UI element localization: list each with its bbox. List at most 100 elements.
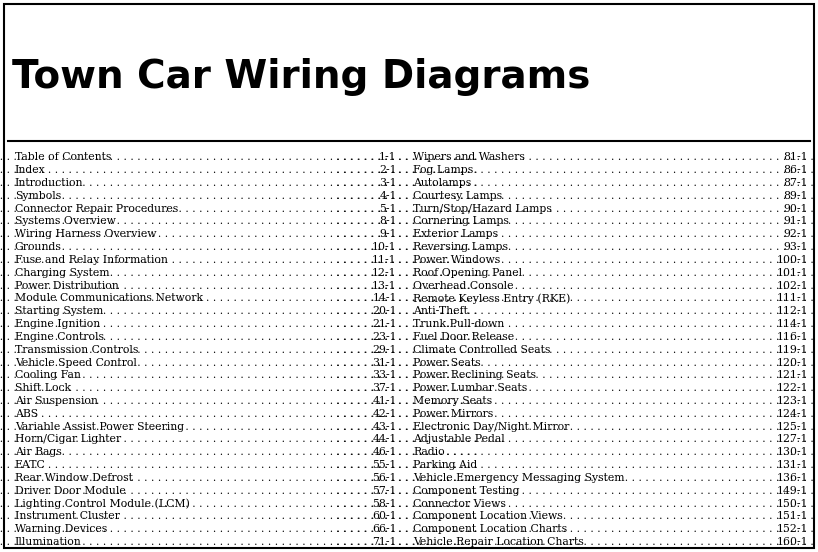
Text: Roof Opening Panel: Roof Opening Panel bbox=[413, 268, 522, 278]
Text: . . . . . . . . . . . . . . . . . . . . . . . . . . . . . . . . . . . . . . . . : . . . . . . . . . . . . . . . . . . . . … bbox=[335, 524, 818, 534]
Text: Charging System: Charging System bbox=[15, 268, 110, 278]
Text: Variable Assist Power Steering: Variable Assist Power Steering bbox=[15, 422, 184, 432]
Text: 31-1: 31-1 bbox=[372, 358, 397, 368]
Text: Power Reclining Seats: Power Reclining Seats bbox=[413, 370, 536, 380]
Text: 3-1: 3-1 bbox=[379, 178, 397, 188]
Text: . . . . . . . . . . . . . . . . . . . . . . . . . . . . . . . . . . . . . . . . : . . . . . . . . . . . . . . . . . . . . … bbox=[0, 229, 481, 239]
Text: 120-1: 120-1 bbox=[776, 358, 808, 368]
Text: Memory Seats: Memory Seats bbox=[413, 396, 492, 406]
Text: Introduction: Introduction bbox=[15, 178, 83, 188]
Text: Rear Window Defrost: Rear Window Defrost bbox=[15, 473, 133, 483]
Text: 13-1: 13-1 bbox=[372, 280, 397, 290]
Text: . . . . . . . . . . . . . . . . . . . . . . . . . . . . . . . . . . . . . . . . : . . . . . . . . . . . . . . . . . . . . … bbox=[335, 294, 818, 304]
Text: . . . . . . . . . . . . . . . . . . . . . . . . . . . . . . . . . . . . . . . . : . . . . . . . . . . . . . . . . . . . . … bbox=[335, 332, 818, 342]
Text: . . . . . . . . . . . . . . . . . . . . . . . . . . . . . . . . . . . . . . . . : . . . . . . . . . . . . . . . . . . . . … bbox=[335, 473, 818, 483]
Text: . . . . . . . . . . . . . . . . . . . . . . . . . . . . . . . . . . . . . . . . : . . . . . . . . . . . . . . . . . . . . … bbox=[0, 486, 481, 496]
Text: 125-1: 125-1 bbox=[776, 422, 808, 432]
Text: 119-1: 119-1 bbox=[776, 344, 808, 355]
Text: Vehicle Speed Control: Vehicle Speed Control bbox=[15, 358, 137, 368]
Text: Turn/Stop/Hazard Lamps: Turn/Stop/Hazard Lamps bbox=[413, 204, 552, 214]
Text: . . . . . . . . . . . . . . . . . . . . . . . . . . . . . . . . . . . . . . . . : . . . . . . . . . . . . . . . . . . . . … bbox=[0, 178, 481, 188]
Text: Fuse and Relay Information: Fuse and Relay Information bbox=[15, 255, 168, 265]
Text: 152-1: 152-1 bbox=[776, 524, 808, 534]
Text: 5-1: 5-1 bbox=[380, 204, 397, 214]
Text: 4-1: 4-1 bbox=[380, 191, 397, 201]
Text: . . . . . . . . . . . . . . . . . . . . . . . . . . . . . . . . . . . . . . . . : . . . . . . . . . . . . . . . . . . . . … bbox=[0, 216, 481, 226]
Text: . . . . . . . . . . . . . . . . . . . . . . . . . . . . . . . . . . . . . . . . : . . . . . . . . . . . . . . . . . . . . … bbox=[0, 191, 481, 201]
Text: 1-1: 1-1 bbox=[379, 152, 397, 162]
Text: 112-1: 112-1 bbox=[776, 306, 808, 316]
Text: . . . . . . . . . . . . . . . . . . . . . . . . . . . . . . . . . . . . . . . . : . . . . . . . . . . . . . . . . . . . . … bbox=[0, 306, 481, 316]
Text: Courtesy Lamps: Courtesy Lamps bbox=[413, 191, 502, 201]
Text: . . . . . . . . . . . . . . . . . . . . . . . . . . . . . . . . . . . . . . . . : . . . . . . . . . . . . . . . . . . . . … bbox=[0, 473, 481, 483]
Text: . . . . . . . . . . . . . . . . . . . . . . . . . . . . . . . . . . . . . . . . : . . . . . . . . . . . . . . . . . . . . … bbox=[335, 229, 818, 239]
Text: Power Windows: Power Windows bbox=[413, 255, 501, 265]
Text: Component Testing: Component Testing bbox=[413, 486, 519, 496]
Text: . . . . . . . . . . . . . . . . . . . . . . . . . . . . . . . . . . . . . . . . : . . . . . . . . . . . . . . . . . . . . … bbox=[335, 537, 818, 547]
Text: Air Suspension: Air Suspension bbox=[15, 396, 97, 406]
Text: 20-1: 20-1 bbox=[372, 306, 397, 316]
Text: 121-1: 121-1 bbox=[776, 370, 808, 380]
Text: . . . . . . . . . . . . . . . . . . . . . . . . . . . . . . . . . . . . . . . . : . . . . . . . . . . . . . . . . . . . . … bbox=[0, 280, 481, 290]
Text: . . . . . . . . . . . . . . . . . . . . . . . . . . . . . . . . . . . . . . . . : . . . . . . . . . . . . . . . . . . . . … bbox=[0, 294, 481, 304]
Text: 131-1: 131-1 bbox=[776, 460, 808, 470]
Text: Wipers and Washers: Wipers and Washers bbox=[413, 152, 525, 162]
Text: . . . . . . . . . . . . . . . . . . . . . . . . . . . . . . . . . . . . . . . . : . . . . . . . . . . . . . . . . . . . . … bbox=[0, 268, 481, 278]
Text: 89-1: 89-1 bbox=[784, 191, 808, 201]
Text: . . . . . . . . . . . . . . . . . . . . . . . . . . . . . . . . . . . . . . . . : . . . . . . . . . . . . . . . . . . . . … bbox=[335, 165, 818, 175]
Text: 11-1: 11-1 bbox=[372, 255, 397, 265]
Text: ABS: ABS bbox=[15, 409, 38, 419]
Text: Power Seats: Power Seats bbox=[413, 358, 481, 368]
Text: 130-1: 130-1 bbox=[776, 447, 808, 457]
Text: 60-1: 60-1 bbox=[372, 511, 397, 522]
Text: . . . . . . . . . . . . . . . . . . . . . . . . . . . . . . . . . . . . . . . . : . . . . . . . . . . . . . . . . . . . . … bbox=[0, 447, 481, 457]
Text: 86-1: 86-1 bbox=[784, 165, 808, 175]
Text: . . . . . . . . . . . . . . . . . . . . . . . . . . . . . . . . . . . . . . . . : . . . . . . . . . . . . . . . . . . . . … bbox=[0, 396, 481, 406]
Text: 91-1: 91-1 bbox=[784, 216, 808, 226]
Text: Fog Lamps: Fog Lamps bbox=[413, 165, 474, 175]
Text: Trunk Pull-down: Trunk Pull-down bbox=[413, 319, 505, 329]
Text: . . . . . . . . . . . . . . . . . . . . . . . . . . . . . . . . . . . . . . . . : . . . . . . . . . . . . . . . . . . . . … bbox=[0, 242, 481, 252]
Text: . . . . . . . . . . . . . . . . . . . . . . . . . . . . . . . . . . . . . . . . : . . . . . . . . . . . . . . . . . . . . … bbox=[335, 511, 818, 522]
Text: Shift Lock: Shift Lock bbox=[15, 383, 71, 393]
Text: Engine Ignition: Engine Ignition bbox=[15, 319, 100, 329]
Text: . . . . . . . . . . . . . . . . . . . . . . . . . . . . . . . . . . . . . . . . : . . . . . . . . . . . . . . . . . . . . … bbox=[335, 204, 818, 214]
Text: 8-1: 8-1 bbox=[379, 216, 397, 226]
Text: EATC: EATC bbox=[15, 460, 46, 470]
Text: 100-1: 100-1 bbox=[776, 255, 808, 265]
Text: 149-1: 149-1 bbox=[777, 486, 808, 496]
Text: . . . . . . . . . . . . . . . . . . . . . . . . . . . . . . . . . . . . . . . . : . . . . . . . . . . . . . . . . . . . . … bbox=[0, 498, 481, 508]
Text: Driver Door Module: Driver Door Module bbox=[15, 486, 125, 496]
Text: Anti-Theft: Anti-Theft bbox=[413, 306, 468, 316]
Text: 111-1: 111-1 bbox=[776, 294, 808, 304]
Text: 101-1: 101-1 bbox=[776, 268, 808, 278]
Text: Autolamps: Autolamps bbox=[413, 178, 471, 188]
Text: 42-1: 42-1 bbox=[372, 409, 397, 419]
Text: Fuel Door Release: Fuel Door Release bbox=[413, 332, 515, 342]
Text: Module Communications Network: Module Communications Network bbox=[15, 294, 203, 304]
Text: Transmission Controls: Transmission Controls bbox=[15, 344, 138, 355]
Text: . . . . . . . . . . . . . . . . . . . . . . . . . . . . . . . . . . . . . . . . : . . . . . . . . . . . . . . . . . . . . … bbox=[335, 409, 818, 419]
Text: Power Distribution: Power Distribution bbox=[15, 280, 119, 290]
Text: 92-1: 92-1 bbox=[784, 229, 808, 239]
Text: Connector Views: Connector Views bbox=[413, 498, 506, 508]
Text: . . . . . . . . . . . . . . . . . . . . . . . . . . . . . . . . . . . . . . . . : . . . . . . . . . . . . . . . . . . . . … bbox=[335, 434, 818, 444]
Text: Warning Devices: Warning Devices bbox=[15, 524, 107, 534]
Text: 90-1: 90-1 bbox=[784, 204, 808, 214]
Text: 66-1: 66-1 bbox=[372, 524, 397, 534]
Text: Power Lumbar Seats: Power Lumbar Seats bbox=[413, 383, 528, 393]
Text: Grounds: Grounds bbox=[15, 242, 61, 252]
Text: . . . . . . . . . . . . . . . . . . . . . . . . . . . . . . . . . . . . . . . . : . . . . . . . . . . . . . . . . . . . . … bbox=[335, 344, 818, 355]
Text: Adjustable Pedal: Adjustable Pedal bbox=[413, 434, 505, 444]
Text: . . . . . . . . . . . . . . . . . . . . . . . . . . . . . . . . . . . . . . . . : . . . . . . . . . . . . . . . . . . . . … bbox=[0, 422, 481, 432]
Text: 123-1: 123-1 bbox=[776, 396, 808, 406]
Text: 151-1: 151-1 bbox=[776, 511, 808, 522]
Text: Starting System: Starting System bbox=[15, 306, 103, 316]
Text: 160-1: 160-1 bbox=[776, 537, 808, 547]
Text: Vehicle Emergency Messaging System: Vehicle Emergency Messaging System bbox=[413, 473, 625, 483]
Text: Overhead Console: Overhead Console bbox=[413, 280, 514, 290]
Text: 114-1: 114-1 bbox=[776, 319, 808, 329]
Text: Component Location Views: Component Location Views bbox=[413, 511, 563, 522]
Text: 127-1: 127-1 bbox=[776, 434, 808, 444]
Text: 12-1: 12-1 bbox=[372, 268, 397, 278]
